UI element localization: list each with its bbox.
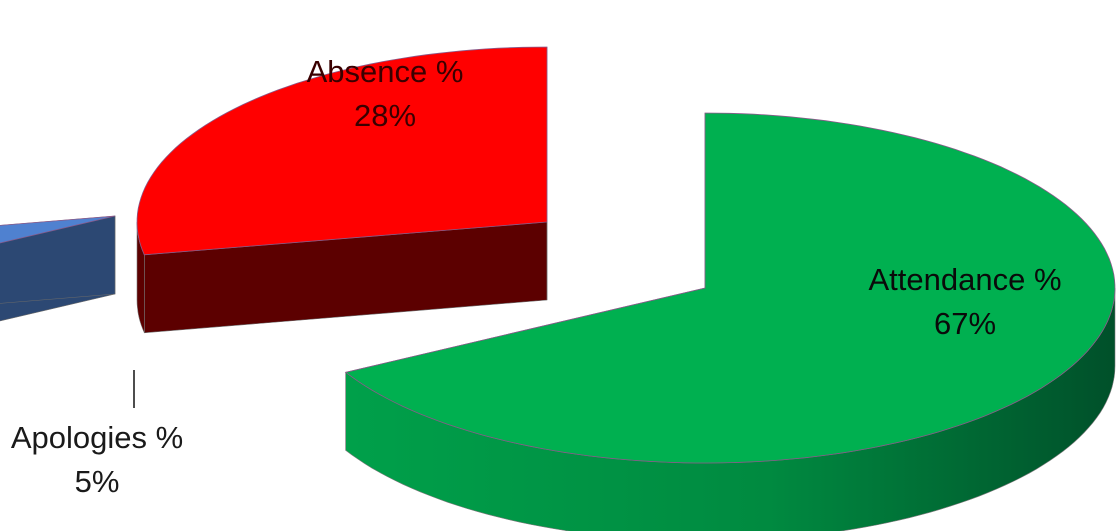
slice-label-absence-value: 28% [354,98,416,133]
slice-apologies-top [0,215,116,244]
slice-absence-top [136,46,548,256]
slice-label-apologies-category: Apologies % [11,420,183,455]
slice-label-attendance-category: Attendance % [868,262,1061,297]
slice-absence [136,46,548,334]
slice-label-apologies-value: 5% [75,464,120,499]
slice-label-attendance-value: 67% [934,306,996,341]
slice-apologies [0,215,116,322]
slice-label-absence-category: Absence % [307,54,464,89]
slice-attendance [344,112,1116,531]
slice-attendance-top [344,112,1116,464]
slice-apologies-cut-end [0,215,116,304]
